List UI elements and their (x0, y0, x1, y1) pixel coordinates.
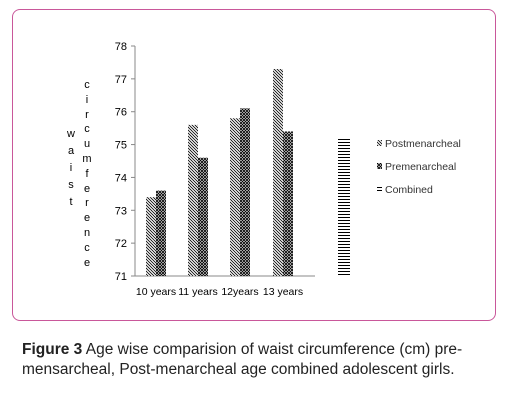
legend-entry: Combined (385, 184, 433, 196)
legend-swatch (377, 186, 382, 192)
bar-premenarcheal (283, 131, 293, 276)
legend-swatch (377, 140, 382, 146)
legend-swatch (377, 163, 382, 169)
figure-frame: 71 72 73 74 75 76 77 78 10 years 11 years 12years… (12, 9, 496, 321)
bar-premenarcheal (240, 108, 250, 276)
y-tick-label: 74 (115, 172, 127, 184)
y-tick-label: 73 (115, 205, 127, 217)
y-label-letter: c (84, 241, 90, 254)
y-tick-label: 77 (115, 74, 127, 86)
y-label-letter: e (83, 182, 91, 195)
y-label-letter: i (69, 162, 73, 174)
y-tick-label: 75 (115, 140, 127, 152)
x-tick-label: 12years (221, 286, 258, 298)
y-tick-label: 78 (115, 41, 127, 53)
y-label-letter: f (85, 167, 89, 180)
y-label-letter: e (83, 212, 91, 225)
legend-entry: Premenarcheal (385, 161, 456, 173)
legend-entry: Postmenarcheal (385, 138, 461, 150)
y-label-letter: a (67, 145, 75, 157)
y-axis: 71 72 73 74 75 76 77 78 (115, 41, 136, 283)
bar-postmenarcheal (230, 118, 240, 277)
x-axis: 10 years 11 years 12years 13 years (135, 275, 315, 298)
y-tick-label: 71 (115, 271, 127, 283)
y-label-letter: n (83, 227, 91, 239)
y-label-letter: r (85, 108, 89, 121)
figure-caption: Figure 3 Age wise comparision of waist c… (22, 340, 492, 380)
bar-chart: 71 72 73 74 75 76 77 78 10 years 11 years 12years… (115, 41, 461, 298)
caption-text: Age wise comparision of waist circumfere… (22, 341, 463, 378)
bar-premenarcheal (156, 190, 166, 276)
y-label-letter: c (84, 79, 90, 91)
y-label-letter: i (85, 93, 89, 106)
caption-label: Figure 3 (22, 341, 83, 358)
bar-combined (338, 138, 350, 276)
bar-postmenarcheal (188, 124, 198, 276)
y-tick-label: 76 (115, 107, 127, 119)
y-label-letter: c (84, 123, 90, 136)
y-label-letter: t (69, 196, 73, 208)
x-tick-label: 13 years (263, 286, 303, 298)
y-label-letter: e (83, 256, 91, 269)
x-tick-label: 10 years (136, 286, 176, 298)
y-label-letter: r (85, 197, 89, 210)
chart-area: 71 72 73 74 75 76 77 78 10 years 11 years 12years… (40, 36, 494, 310)
bar-postmenarcheal (273, 69, 283, 276)
y-tick-label: 72 (115, 238, 127, 250)
x-tick-label: 11 years (178, 286, 218, 298)
bar-premenarcheal (198, 157, 208, 276)
y-label-letter: s (68, 179, 74, 191)
y-label-letter: u (83, 138, 91, 151)
y-label-letter: m (82, 153, 92, 165)
bars (146, 69, 350, 277)
bar-postmenarcheal (146, 197, 156, 276)
y-label-letter: w (67, 128, 75, 140)
legend: Postmenarcheal Premenarcheal Combined (377, 138, 461, 196)
